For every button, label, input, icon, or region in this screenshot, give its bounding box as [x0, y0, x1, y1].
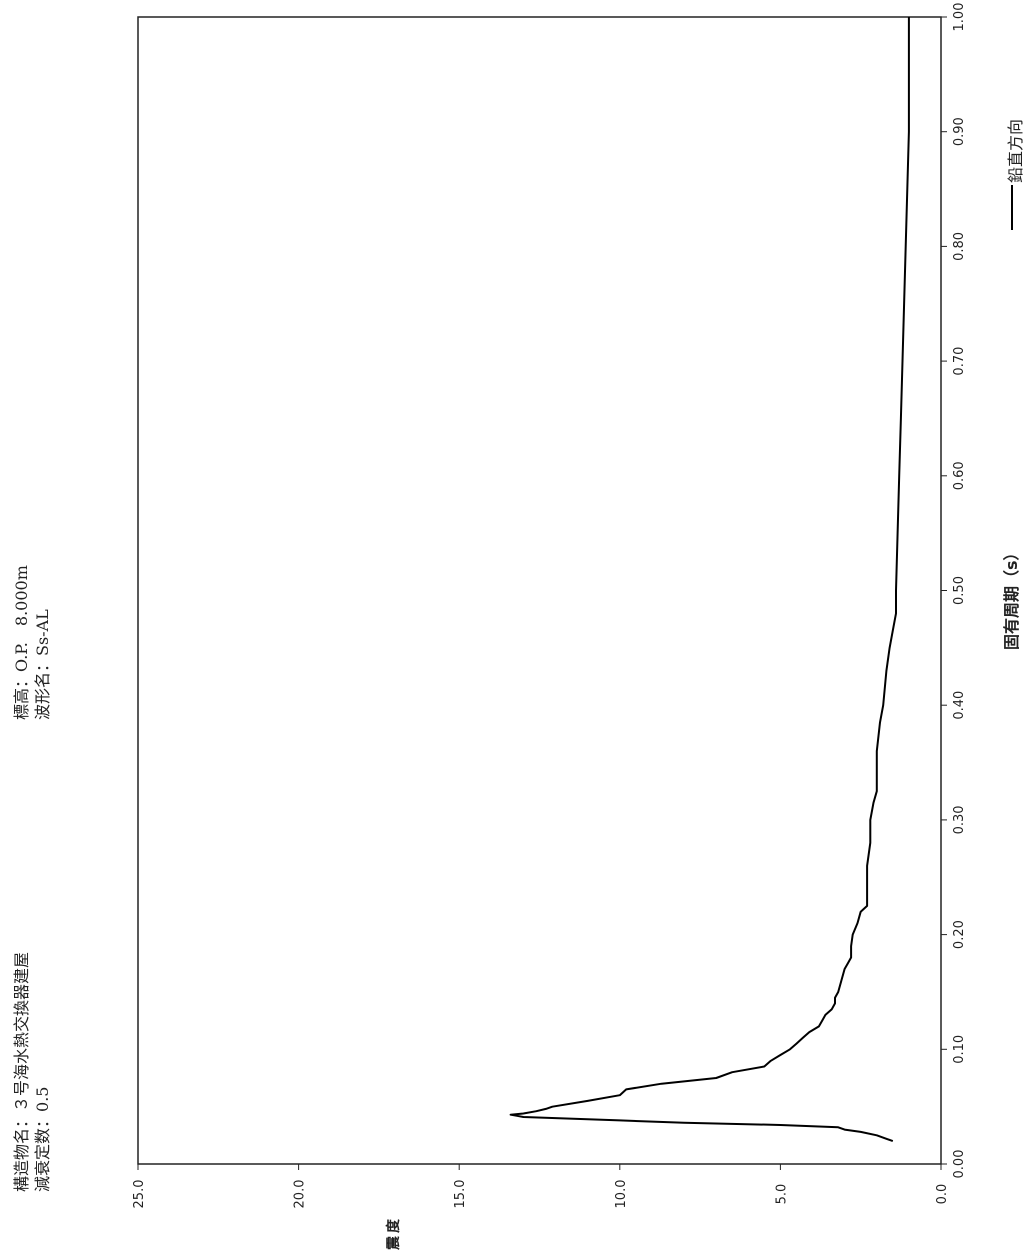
x-axis: 0.00 0.10 0.20 0.30 0.40 0.50 0.60 0.70 0.80 0.90…	[941, 3, 967, 1179]
damping-line: 減衰定数：0.5	[33, 1087, 53, 1192]
damping-label: 減衰定数：	[33, 1111, 52, 1192]
structure-name-line: 構造物名：３号海水熱交換器建屋	[12, 952, 32, 1192]
y-tick-label: 15.0	[453, 1180, 468, 1209]
elevation-value: O.P. 8.000m	[12, 565, 31, 672]
legend-entry-label: 鉛直方向	[1006, 118, 1025, 183]
x-tick-label: 0.40	[952, 691, 967, 720]
x-tick-label: 0.00	[952, 1150, 967, 1179]
x-tick-label: 0.80	[952, 232, 967, 261]
y-axis: 0.0 5.0 10.0 15.0 20.0 25.0	[132, 1164, 950, 1208]
wave-value: Ss-AL	[33, 609, 52, 656]
y-tick-label: 20.0	[293, 1180, 308, 1209]
structure-name-value: ３号海水熱交換器建屋	[12, 951, 31, 1112]
y-tick-label: 10.0	[614, 1180, 629, 1209]
x-tick-label: 1.00	[952, 3, 967, 32]
series-layer	[509, 17, 910, 1143]
wave-line: 波形名：Ss-AL	[33, 609, 53, 720]
plot-area-frame	[137, 16, 942, 1165]
elevation-line: 標高：O.P. 8.000m	[12, 565, 32, 720]
x-tick-label: 0.70	[952, 347, 967, 376]
y-tick-label: 5.0	[774, 1184, 789, 1205]
series-line-vertical	[509, 17, 910, 1143]
structure-name-label: 構造物名：	[12, 1111, 31, 1192]
wave-label: 波形名：	[33, 655, 52, 720]
y-tick-label: 25.0	[132, 1180, 147, 1209]
x-tick-label: 0.60	[952, 461, 967, 490]
x-tick-label: 0.20	[952, 920, 967, 949]
x-axis-title: 固有周期（s）	[1002, 544, 1021, 650]
damping-value: 0.5	[33, 1086, 52, 1112]
y-tick-label: 0.0	[935, 1184, 950, 1205]
x-tick-label: 0.90	[952, 117, 967, 146]
y-axis-title: 震度	[386, 1216, 402, 1250]
x-tick-label: 0.10	[952, 1035, 967, 1064]
elevation-label: 標高：	[12, 671, 31, 720]
x-tick-label: 0.50	[952, 576, 967, 605]
x-tick-label: 0.30	[952, 805, 967, 834]
